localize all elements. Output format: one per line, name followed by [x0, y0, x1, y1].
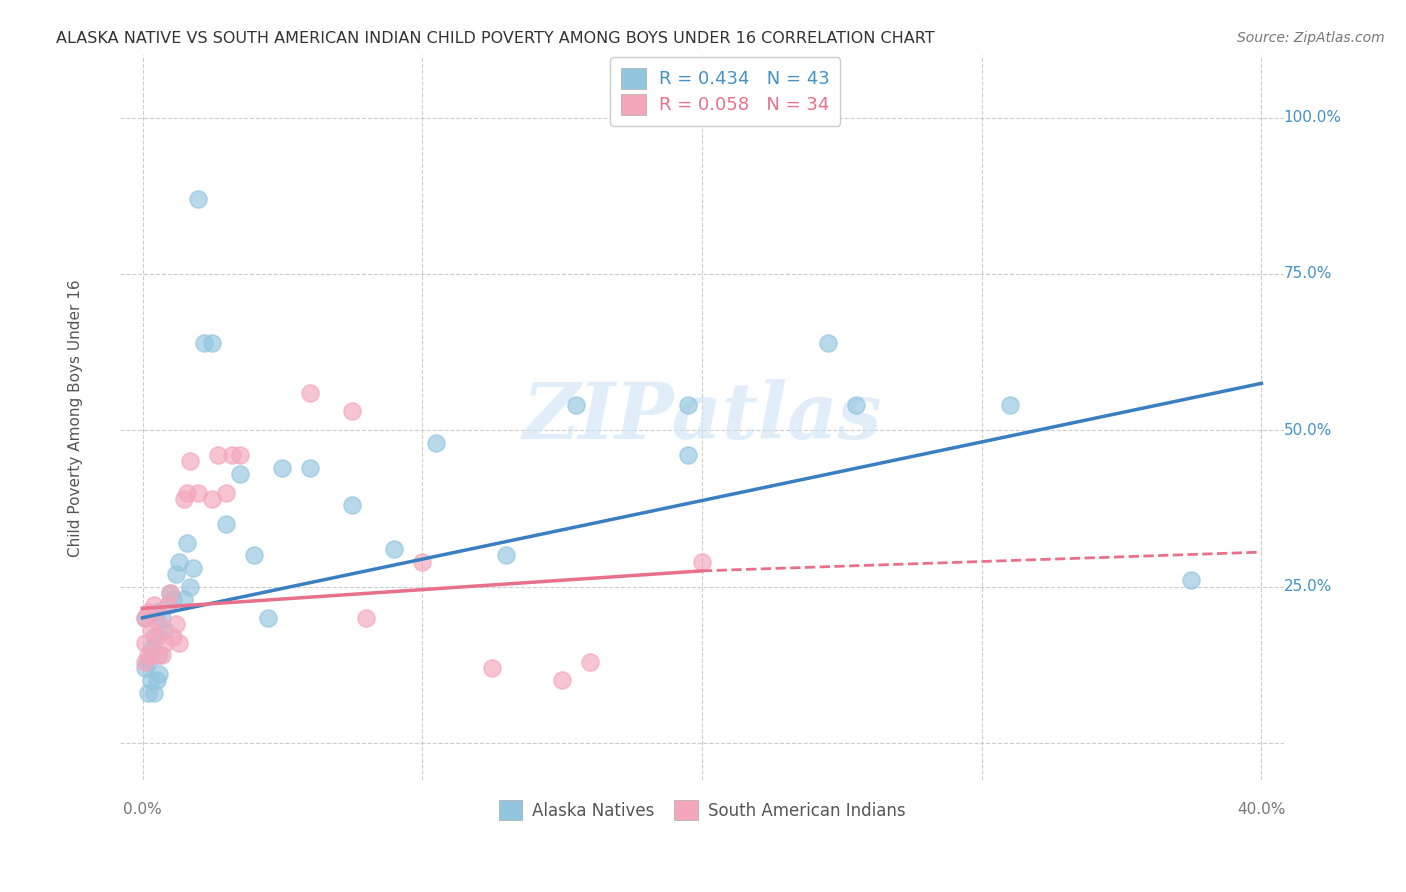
Point	[193, 335, 215, 350]
Point	[176, 485, 198, 500]
Point	[817, 335, 839, 350]
Text: ZIPatlas: ZIPatlas	[522, 379, 882, 456]
Point	[201, 335, 224, 350]
Point	[134, 655, 156, 669]
Point	[179, 454, 201, 468]
Text: 0.0%: 0.0%	[124, 802, 162, 817]
Text: 75.0%: 75.0%	[1284, 267, 1331, 282]
Text: ALASKA NATIVE VS SOUTH AMERICAN INDIAN CHILD POVERTY AMONG BOYS UNDER 16 CORRELA: ALASKA NATIVE VS SOUTH AMERICAN INDIAN C…	[56, 31, 935, 46]
Point	[139, 673, 162, 688]
Point	[136, 655, 159, 669]
Point	[187, 485, 209, 500]
Point	[356, 611, 378, 625]
Point	[136, 686, 159, 700]
Point	[142, 686, 165, 700]
Point	[173, 491, 195, 506]
Point	[134, 611, 156, 625]
Point	[676, 448, 699, 462]
Point	[162, 592, 184, 607]
Point	[173, 592, 195, 607]
Point	[142, 599, 165, 613]
Text: 100.0%: 100.0%	[1284, 110, 1341, 125]
Point	[134, 611, 156, 625]
Point	[134, 661, 156, 675]
Point	[271, 460, 294, 475]
Text: Child Poverty Among Boys Under 16: Child Poverty Among Boys Under 16	[69, 279, 83, 557]
Point	[425, 435, 447, 450]
Point	[179, 580, 201, 594]
Point	[167, 554, 190, 568]
Point	[221, 448, 243, 462]
Point	[676, 398, 699, 412]
Point	[165, 617, 187, 632]
Point	[845, 398, 868, 412]
Point	[342, 498, 364, 512]
Point	[998, 398, 1021, 412]
Point	[207, 448, 229, 462]
Point	[181, 560, 204, 574]
Point	[690, 554, 713, 568]
Point	[159, 586, 181, 600]
Point	[145, 605, 167, 619]
Text: 40.0%: 40.0%	[1237, 802, 1285, 817]
Point	[162, 630, 184, 644]
Point	[382, 541, 405, 556]
Point	[551, 673, 574, 688]
Point	[201, 491, 224, 506]
Point	[579, 655, 602, 669]
Point	[299, 460, 322, 475]
Point	[145, 673, 167, 688]
Point	[176, 535, 198, 549]
Point	[187, 192, 209, 206]
Point	[148, 617, 170, 632]
Point	[142, 630, 165, 644]
Point	[342, 404, 364, 418]
Point	[148, 667, 170, 681]
Point	[156, 599, 179, 613]
Point	[153, 624, 176, 638]
Point	[150, 611, 173, 625]
Point	[136, 605, 159, 619]
Point	[153, 636, 176, 650]
Point	[139, 624, 162, 638]
Point	[229, 467, 252, 481]
Point	[139, 642, 162, 657]
Point	[299, 385, 322, 400]
Text: 50.0%: 50.0%	[1284, 423, 1331, 438]
Point	[257, 611, 280, 625]
Point	[167, 636, 190, 650]
Point	[215, 516, 238, 531]
Point	[411, 554, 433, 568]
Point	[156, 599, 179, 613]
Point	[243, 548, 266, 562]
Text: 25.0%: 25.0%	[1284, 579, 1331, 594]
Point	[150, 648, 173, 663]
Point	[145, 648, 167, 663]
Point	[145, 630, 167, 644]
Point	[215, 485, 238, 500]
Point	[134, 636, 156, 650]
Point	[565, 398, 588, 412]
Point	[481, 661, 503, 675]
Point	[495, 548, 517, 562]
Point	[229, 448, 252, 462]
Point	[1180, 574, 1202, 588]
Point	[136, 648, 159, 663]
Point	[165, 567, 187, 582]
Point	[148, 648, 170, 663]
Text: Source: ZipAtlas.com: Source: ZipAtlas.com	[1237, 31, 1385, 45]
Point	[159, 586, 181, 600]
Legend: Alaska Natives, South American Indians: Alaska Natives, South American Indians	[492, 794, 912, 826]
